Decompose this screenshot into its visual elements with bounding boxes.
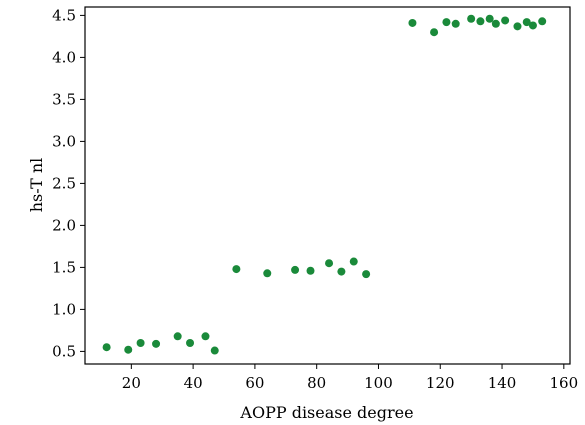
- data-point: [528, 21, 537, 30]
- data-point: [485, 14, 494, 23]
- y-tick-label: 3.0: [52, 132, 76, 150]
- data-point: [522, 18, 531, 27]
- y-tick-label: 0.5: [52, 342, 76, 360]
- data-point: [430, 28, 439, 37]
- data-point: [337, 267, 346, 276]
- data-point: [362, 270, 371, 279]
- data-point: [501, 16, 510, 25]
- data-point: [232, 265, 241, 274]
- x-tick-label: 100: [364, 374, 393, 392]
- y-tick-label: 1.5: [52, 258, 76, 276]
- data-point: [476, 17, 485, 26]
- x-axis-ticks: 20 40 60 80 100 120 140 160: [122, 364, 578, 392]
- y-axis-label: hs-T nl: [27, 158, 46, 213]
- x-tick-label: 160: [550, 374, 579, 392]
- x-tick-label: 20: [122, 374, 141, 392]
- data-point: [136, 339, 145, 347]
- data-point: [201, 332, 210, 341]
- x-axis-label: AOPP disease degree: [239, 403, 413, 422]
- data-point: [349, 257, 358, 266]
- data-point: [325, 259, 334, 268]
- data-point: [451, 19, 460, 28]
- data-point: [124, 345, 133, 354]
- y-tick-label: 3.5: [52, 90, 76, 108]
- y-tick-label: 1.0: [52, 300, 76, 318]
- y-tick-label: 2.0: [52, 216, 76, 234]
- y-axis-ticks: 0.5 1.0 1.5 2.0 2.5 3.0 3.5 4.0 4.5: [52, 6, 85, 360]
- data-point: [408, 18, 417, 27]
- data-point: [442, 18, 451, 27]
- plot-area: [84, 6, 571, 365]
- data-point: [263, 269, 272, 278]
- data-point: [467, 14, 476, 23]
- data-point: [186, 339, 195, 347]
- data-point: [513, 22, 522, 31]
- y-tick-label: 4.5: [52, 6, 76, 24]
- data-point: [491, 19, 500, 28]
- data-points: [102, 14, 547, 355]
- x-tick-label: 120: [426, 374, 455, 392]
- x-tick-label: 80: [307, 374, 326, 392]
- y-tick-label: 4.0: [52, 48, 76, 66]
- data-point: [210, 346, 219, 355]
- data-point: [152, 339, 161, 348]
- data-point: [538, 17, 547, 26]
- x-tick-label: 60: [245, 374, 264, 392]
- data-point: [102, 343, 111, 352]
- x-tick-label: 140: [488, 374, 517, 392]
- x-tick-label: 40: [184, 374, 203, 392]
- y-tick-label: 2.5: [52, 174, 76, 192]
- data-point: [306, 266, 315, 275]
- data-point: [291, 265, 300, 274]
- data-point: [173, 332, 182, 341]
